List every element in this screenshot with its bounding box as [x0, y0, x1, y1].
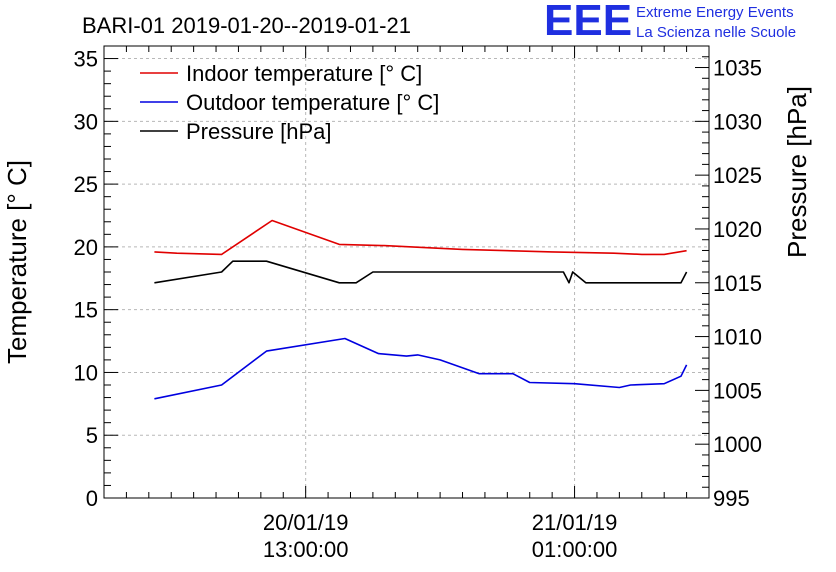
- right-tick-label: 1015: [713, 271, 762, 296]
- left-axis-title: Temperature [° C]: [2, 160, 32, 364]
- eee-logo-line2: La Scienza nelle Scuole: [636, 24, 797, 41]
- chart-title: BARI-01 2019-01-20--2019-01-21: [82, 13, 411, 38]
- left-tick-label: 30: [74, 109, 98, 134]
- left-tick-label: 0: [86, 486, 98, 511]
- right-tick-label: 1035: [713, 56, 762, 81]
- right-tick-label: 1030: [713, 109, 762, 134]
- eee-logo-mark: EEE: [544, 0, 633, 45]
- left-tick-label: 35: [74, 47, 98, 72]
- left-tick-label: 10: [74, 360, 98, 385]
- right-axis-title: Pressure [hPa]: [782, 86, 812, 258]
- right-tick-label: 1025: [713, 163, 762, 188]
- right-tick-label: 995: [713, 486, 750, 511]
- eee-logo-line1: Extreme Energy Events: [636, 4, 794, 21]
- right-tick-label: 1000: [713, 432, 762, 457]
- x-tick-label-date: 20/01/19: [263, 510, 349, 535]
- series-line-1: [154, 337, 688, 400]
- eee-logo: EEE Extreme Energy Events La Scienza nel…: [544, 0, 834, 46]
- right-tick-label: 1020: [713, 217, 762, 242]
- series-line-0: [154, 219, 687, 256]
- x-tick-label-time: 13:00:00: [263, 537, 349, 562]
- right-tick-label: 1005: [713, 378, 762, 403]
- x-tick-label-time: 01:00:00: [532, 537, 618, 562]
- legend-label-0: Indoor temperature [° C]: [186, 61, 422, 86]
- left-tick-label: 15: [74, 298, 98, 323]
- left-tick-label: 25: [74, 172, 98, 197]
- series-line-2: [154, 260, 688, 284]
- left-tick-label: 20: [74, 235, 98, 260]
- right-tick-label: 1010: [713, 325, 762, 350]
- legend-label-2: Pressure [hPa]: [186, 119, 332, 144]
- left-tick-label: 5: [86, 423, 98, 448]
- legend-label-1: Outdoor temperature [° C]: [186, 90, 439, 115]
- x-tick-label-date: 21/01/19: [532, 510, 618, 535]
